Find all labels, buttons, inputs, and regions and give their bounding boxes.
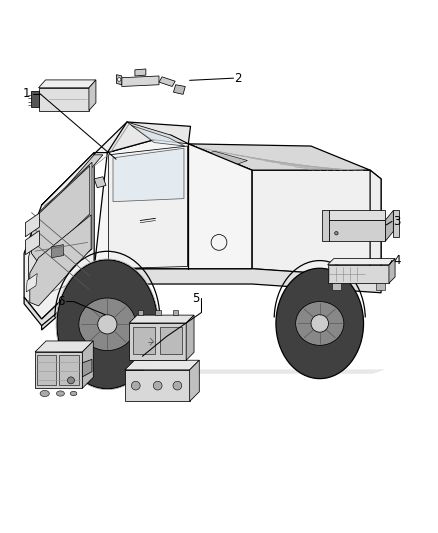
- Polygon shape: [188, 144, 370, 170]
- Ellipse shape: [40, 391, 49, 397]
- Circle shape: [153, 381, 162, 390]
- Polygon shape: [159, 77, 175, 86]
- Polygon shape: [117, 75, 122, 85]
- Polygon shape: [35, 352, 82, 388]
- Polygon shape: [188, 144, 252, 269]
- Ellipse shape: [276, 268, 364, 378]
- Polygon shape: [201, 151, 247, 165]
- Ellipse shape: [296, 302, 344, 345]
- Circle shape: [335, 231, 338, 235]
- Polygon shape: [135, 69, 146, 76]
- Polygon shape: [393, 211, 399, 237]
- Polygon shape: [94, 135, 252, 269]
- Polygon shape: [252, 170, 381, 278]
- Text: 1: 1: [23, 87, 31, 100]
- Text: 5: 5: [192, 292, 199, 305]
- Text: 3: 3: [393, 215, 400, 228]
- Polygon shape: [89, 80, 96, 110]
- Ellipse shape: [57, 260, 158, 389]
- Circle shape: [98, 314, 117, 334]
- Polygon shape: [44, 369, 385, 374]
- Polygon shape: [82, 341, 93, 388]
- Polygon shape: [190, 360, 199, 401]
- Polygon shape: [35, 341, 93, 352]
- Circle shape: [67, 377, 74, 384]
- Polygon shape: [26, 273, 37, 292]
- Polygon shape: [37, 355, 56, 385]
- Polygon shape: [30, 215, 91, 306]
- Polygon shape: [328, 259, 395, 265]
- Polygon shape: [160, 327, 182, 354]
- Ellipse shape: [70, 391, 77, 395]
- Polygon shape: [94, 177, 106, 188]
- Polygon shape: [133, 327, 155, 354]
- Polygon shape: [186, 315, 194, 360]
- Text: 4: 4: [393, 254, 400, 267]
- Circle shape: [311, 314, 328, 332]
- Circle shape: [117, 78, 121, 81]
- Polygon shape: [125, 370, 190, 401]
- Polygon shape: [215, 167, 252, 179]
- Ellipse shape: [79, 298, 136, 351]
- Polygon shape: [125, 360, 199, 370]
- Polygon shape: [328, 220, 385, 241]
- Polygon shape: [138, 310, 143, 315]
- Polygon shape: [28, 162, 92, 293]
- Polygon shape: [127, 122, 188, 144]
- Polygon shape: [25, 213, 39, 237]
- Polygon shape: [173, 85, 185, 94]
- Polygon shape: [42, 269, 381, 330]
- Polygon shape: [129, 315, 194, 323]
- Polygon shape: [131, 125, 185, 146]
- Polygon shape: [52, 245, 64, 258]
- Polygon shape: [32, 166, 90, 263]
- Polygon shape: [25, 231, 39, 255]
- Polygon shape: [370, 170, 381, 278]
- Text: 2: 2: [234, 71, 242, 85]
- Text: 6: 6: [57, 295, 65, 308]
- Circle shape: [131, 381, 140, 390]
- Polygon shape: [328, 265, 389, 283]
- Polygon shape: [39, 88, 89, 110]
- Polygon shape: [322, 211, 328, 241]
- Polygon shape: [31, 91, 39, 107]
- Polygon shape: [173, 310, 178, 315]
- Circle shape: [173, 381, 182, 390]
- Polygon shape: [82, 359, 92, 377]
- Polygon shape: [24, 152, 94, 319]
- Polygon shape: [48, 155, 103, 208]
- Polygon shape: [389, 259, 395, 283]
- Polygon shape: [129, 323, 186, 360]
- Ellipse shape: [57, 391, 64, 396]
- Polygon shape: [39, 80, 96, 88]
- Polygon shape: [109, 146, 187, 269]
- Polygon shape: [155, 310, 161, 315]
- Polygon shape: [59, 355, 79, 385]
- Polygon shape: [24, 269, 94, 326]
- Polygon shape: [385, 211, 393, 241]
- Polygon shape: [328, 211, 385, 220]
- Polygon shape: [113, 148, 184, 201]
- Polygon shape: [42, 122, 151, 205]
- Polygon shape: [332, 283, 341, 290]
- Polygon shape: [376, 283, 385, 290]
- Polygon shape: [107, 122, 191, 152]
- Polygon shape: [122, 76, 159, 86]
